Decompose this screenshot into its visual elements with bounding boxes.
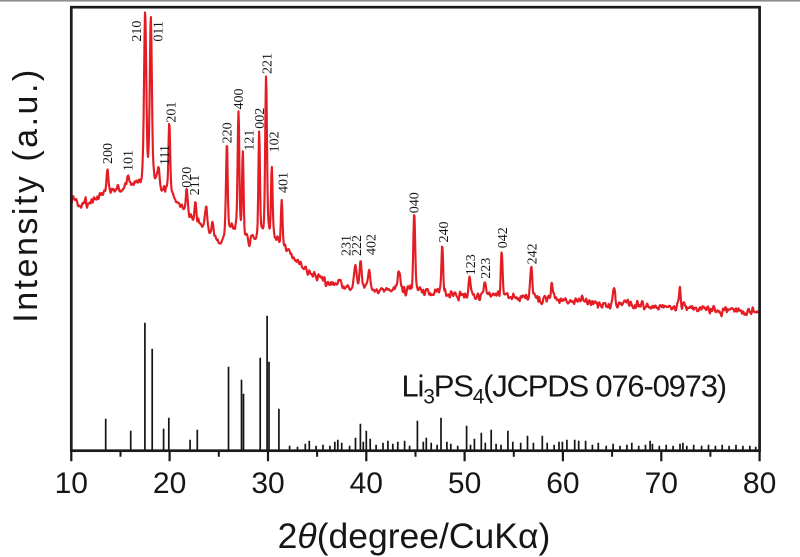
svg-text:10: 10 bbox=[55, 467, 88, 500]
svg-text:20: 20 bbox=[153, 467, 186, 500]
svg-text:2θ(degree/CuKα): 2θ(degree/CuKα) bbox=[278, 516, 551, 556]
svg-text:50: 50 bbox=[448, 467, 481, 500]
svg-text:80: 80 bbox=[743, 467, 776, 500]
svg-text:042: 042 bbox=[496, 227, 511, 248]
svg-text:70: 70 bbox=[645, 467, 678, 500]
svg-text:020: 020 bbox=[180, 167, 195, 188]
svg-text:221: 221 bbox=[261, 53, 276, 74]
svg-text:210: 210 bbox=[130, 21, 145, 42]
svg-text:40: 40 bbox=[350, 467, 383, 500]
svg-text:242: 242 bbox=[526, 243, 541, 264]
svg-text:200: 200 bbox=[101, 143, 116, 164]
svg-text:201: 201 bbox=[164, 102, 179, 123]
svg-text:402: 402 bbox=[365, 234, 380, 255]
svg-text:231: 231 bbox=[339, 235, 354, 256]
svg-text:123: 123 bbox=[464, 254, 479, 275]
svg-text:002: 002 bbox=[253, 108, 268, 129]
svg-text:011: 011 bbox=[152, 21, 167, 41]
svg-text:401: 401 bbox=[277, 172, 292, 193]
svg-text:222: 222 bbox=[350, 235, 365, 256]
svg-text:30: 30 bbox=[251, 467, 284, 500]
svg-text:220: 220 bbox=[221, 122, 236, 143]
svg-text:60: 60 bbox=[546, 467, 579, 500]
svg-text:121: 121 bbox=[243, 130, 258, 151]
svg-text:240: 240 bbox=[437, 222, 452, 243]
svg-text:040: 040 bbox=[408, 192, 423, 213]
svg-text:102: 102 bbox=[268, 131, 283, 152]
svg-text:400: 400 bbox=[232, 89, 247, 110]
svg-text:Li3PS4(JCPDS 076-0973): Li3PS4(JCPDS 076-0973) bbox=[402, 369, 726, 409]
svg-text:211: 211 bbox=[188, 175, 203, 195]
svg-text:223: 223 bbox=[479, 258, 494, 279]
svg-text:111: 111 bbox=[158, 145, 173, 165]
svg-text:101: 101 bbox=[121, 150, 136, 171]
svg-text:Intensity (a.u.): Intensity (a.u.) bbox=[7, 67, 45, 322]
